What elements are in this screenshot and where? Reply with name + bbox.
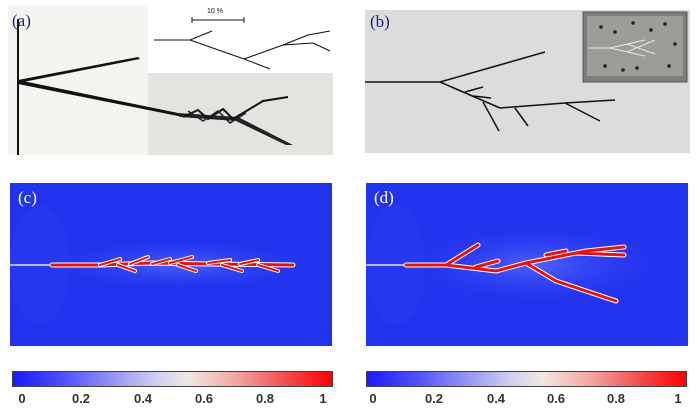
panel-label-c: (c)	[18, 188, 37, 207]
scale-bar-label: 10 %	[207, 8, 223, 15]
panel-d: (d)	[366, 183, 688, 346]
tick-0: 0	[18, 391, 26, 406]
crack-path	[403, 242, 627, 304]
tick-1: 1	[674, 391, 682, 406]
tick-0.6: 0.6	[194, 391, 214, 406]
colorbar-right	[366, 371, 687, 387]
tick-1: 1	[319, 391, 327, 406]
tick-0.4: 0.4	[486, 391, 506, 406]
crack-branch-top	[439, 51, 546, 83]
crack-branch-main	[18, 80, 183, 117]
panel-d-drawing	[366, 205, 676, 325]
tick-0.2: 0.2	[71, 391, 91, 406]
panel-c: (c)	[10, 183, 332, 346]
panel-b-drawing	[365, 11, 688, 132]
tick-0: 0	[369, 391, 377, 406]
panel-a-drawing	[8, 5, 333, 155]
panel-label-b: (b)	[370, 12, 390, 31]
tick-0.8: 0.8	[606, 391, 626, 406]
panel-b: (b)	[365, 10, 690, 153]
panel-label-a: (a)	[12, 11, 31, 30]
tick-0.6: 0.6	[546, 391, 566, 406]
panel-label-d: (d)	[374, 188, 394, 207]
crack-path	[49, 255, 296, 273]
panel-c-drawing	[10, 205, 330, 325]
crack-branch-right	[182, 96, 289, 121]
crack-branch-upper	[18, 57, 140, 83]
crack-branch-bottom	[439, 81, 501, 109]
tick-0.8: 0.8	[255, 391, 275, 406]
colorbar-left	[12, 371, 333, 387]
tick-0.2: 0.2	[424, 391, 444, 406]
tick-0.4: 0.4	[133, 391, 153, 406]
panel-a: 10 % (a)	[8, 5, 333, 155]
